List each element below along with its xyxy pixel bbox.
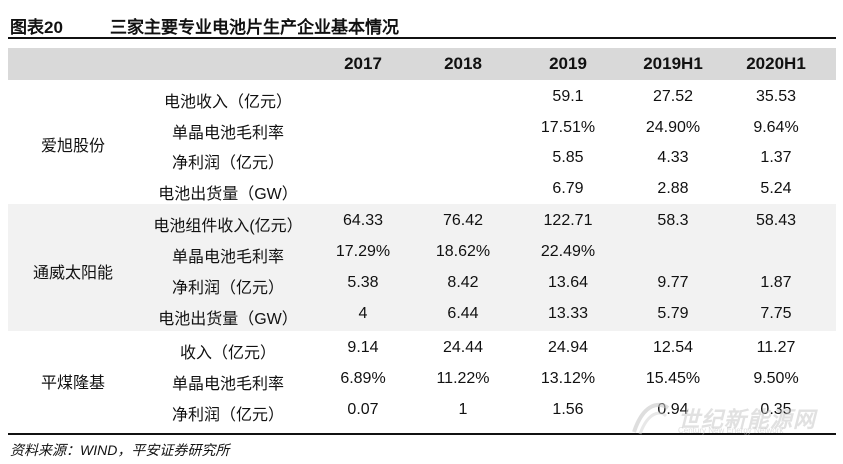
header-year: 2019 [549,54,587,73]
table-row: 收入（亿元） 9.14 24.44 24.94 12.54 11.27 [138,333,836,364]
table-cell: 27.52 [652,88,694,105]
table-cell: 12.54 [652,339,694,356]
table-cell: 76.42 [442,212,484,229]
metric-label: 单晶电池毛利率 [171,125,284,142]
header-year: 2019H1 [643,54,703,73]
source-note: 资料来源：WIND，平安证券研究所 [10,442,230,458]
table-cell: 6.89% [340,370,386,387]
company-band [8,80,836,204]
table-cell: 24.90% [645,119,701,136]
table-cell: 1.56 [552,401,584,418]
table-cell: 13.12% [540,370,596,387]
table-cell: 58.3 [657,212,689,229]
table-cell: 0.07 [347,401,379,418]
watermark-logo-icon [632,403,670,435]
figure-number: 图表20 [10,18,63,37]
bottom-rule [8,433,836,435]
table-row: 净利润（亿元） 5.38 8.42 13.64 9.77 1.87 [138,268,836,299]
table-row: 净利润（亿元） 0.07 1 1.56 0.94 0.35 [138,395,836,426]
metric-label: 单晶电池毛利率 [171,376,284,393]
metric-label: 电池出货量（GW） [158,186,298,203]
table-cell: 122.71 [543,212,593,229]
table-cell: 35.53 [755,88,797,105]
header-year: 2017 [344,54,382,73]
table-row: 净利润（亿元） 5.85 4.33 1.37 [138,143,836,174]
table-cell: 18.62% [435,243,491,260]
table-cell: 59.1 [552,88,584,105]
table-row: 电池出货量（GW） 4 6.44 13.33 5.79 7.75 [138,299,836,330]
table-cell: 9.64% [753,119,799,136]
table-cell: 0.35 [760,401,792,418]
table-cell: 5.85 [552,149,584,166]
table-row: 单晶电池毛利率 6.89% 11.22% 13.12% 15.45% 9.50% [138,364,836,395]
table-cell: 17.29% [335,243,391,260]
metric-label: 收入（亿元） [179,345,276,362]
table-cell: 9.50% [753,370,799,387]
watermark: 世纪新能源网 Century New Energy Network [626,398,831,438]
table-cell: 24.94 [547,339,589,356]
top-rule [8,37,836,39]
watermark-subtext: Century New Energy Network [678,426,784,435]
figure-caption: 三家主要专业电池片生产企业基本情况 [110,18,399,37]
company-name: 爱旭股份 [40,138,105,155]
watermark-text: 世纪新能源网 [678,407,817,432]
table-header: 2017 2018 2019 2019H1 2020H1 [8,48,836,80]
table-cell: 11.22% [436,370,490,387]
table-cell: 22.49% [540,243,596,260]
table-cell: 8.42 [447,274,479,291]
metric-label: 电池收入（亿元） [163,94,292,111]
metric-label: 电池出货量（GW） [158,311,298,328]
metric-label: 电池组件收入(亿元） [153,218,303,235]
table-cell: 5.79 [657,305,689,322]
header-year: 2018 [444,54,482,73]
company-band [8,331,836,427]
table-cell: 5.24 [760,180,792,197]
metric-label: 净利润（亿元） [171,407,284,424]
table-cell: 1.87 [760,274,792,291]
table-cell: 11.27 [756,339,796,356]
table-cell: 64.33 [342,212,384,229]
table-cell: 9.14 [347,339,379,356]
metric-label: 净利润（亿元） [171,280,284,297]
company-name: 平煤隆基 [40,375,105,392]
table-cell: 15.45% [645,370,701,387]
company-band [8,204,836,331]
table-row: 电池出货量（GW） 6.79 2.88 5.24 [138,174,836,205]
table-cell: 1.37 [760,149,792,166]
table-cell: 24.44 [442,339,484,356]
metric-label: 净利润（亿元） [171,155,284,172]
table-cell: 5.38 [347,274,379,291]
table-cell: 4 [358,305,368,322]
header-year: 2020H1 [746,54,806,73]
table-cell: 6.79 [552,180,584,197]
table-cell: 7.75 [760,305,792,322]
table-cell: 1 [458,401,468,418]
table-cell: 6.44 [447,305,479,322]
table-cell: 4.33 [657,149,689,166]
company-name: 通威太阳能 [32,265,113,282]
table-row: 电池组件收入(亿元） 64.33 76.42 122.71 58.3 58.43 [138,206,836,237]
table-cell: 58.43 [755,212,797,229]
table-cell: 13.64 [547,274,589,291]
table-cell: 9.77 [657,274,689,291]
table-row: 单晶电池毛利率 17.29% 18.62% 22.49% [138,237,836,268]
table-cell: 13.33 [547,305,589,322]
table-cell: 17.51% [540,119,596,136]
figure-title: 图表20 三家主要专业电池片生产企业基本情况 [8,8,836,38]
metric-label: 单晶电池毛利率 [171,249,284,266]
table-cell: 2.88 [657,180,689,197]
table-row: 单晶电池毛利率 17.51% 24.90% 9.64% [138,113,836,144]
table-row: 电池收入（亿元） 59.1 27.52 35.53 [138,82,836,113]
